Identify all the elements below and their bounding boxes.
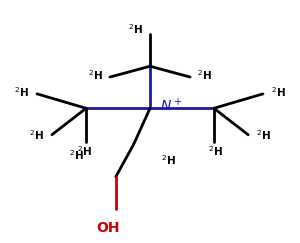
Text: $^{2}$H: $^{2}$H: [256, 128, 271, 142]
Text: $^{2}$H: $^{2}$H: [128, 23, 143, 36]
Text: $^{2}$H: $^{2}$H: [14, 85, 29, 99]
Text: $N^+$: $N^+$: [160, 97, 182, 114]
Text: $^{2}$H: $^{2}$H: [69, 148, 84, 162]
Text: $^{2}$H: $^{2}$H: [29, 128, 44, 142]
Text: OH: OH: [97, 221, 120, 235]
Text: $^{2}$H: $^{2}$H: [77, 144, 92, 158]
Text: $^{2}$H: $^{2}$H: [271, 85, 286, 99]
Text: $^{2}$H: $^{2}$H: [88, 68, 103, 82]
Text: $^{2}$H: $^{2}$H: [197, 68, 212, 82]
Text: $^{2}$H: $^{2}$H: [161, 153, 176, 167]
Text: $^{2}$H: $^{2}$H: [208, 144, 223, 158]
